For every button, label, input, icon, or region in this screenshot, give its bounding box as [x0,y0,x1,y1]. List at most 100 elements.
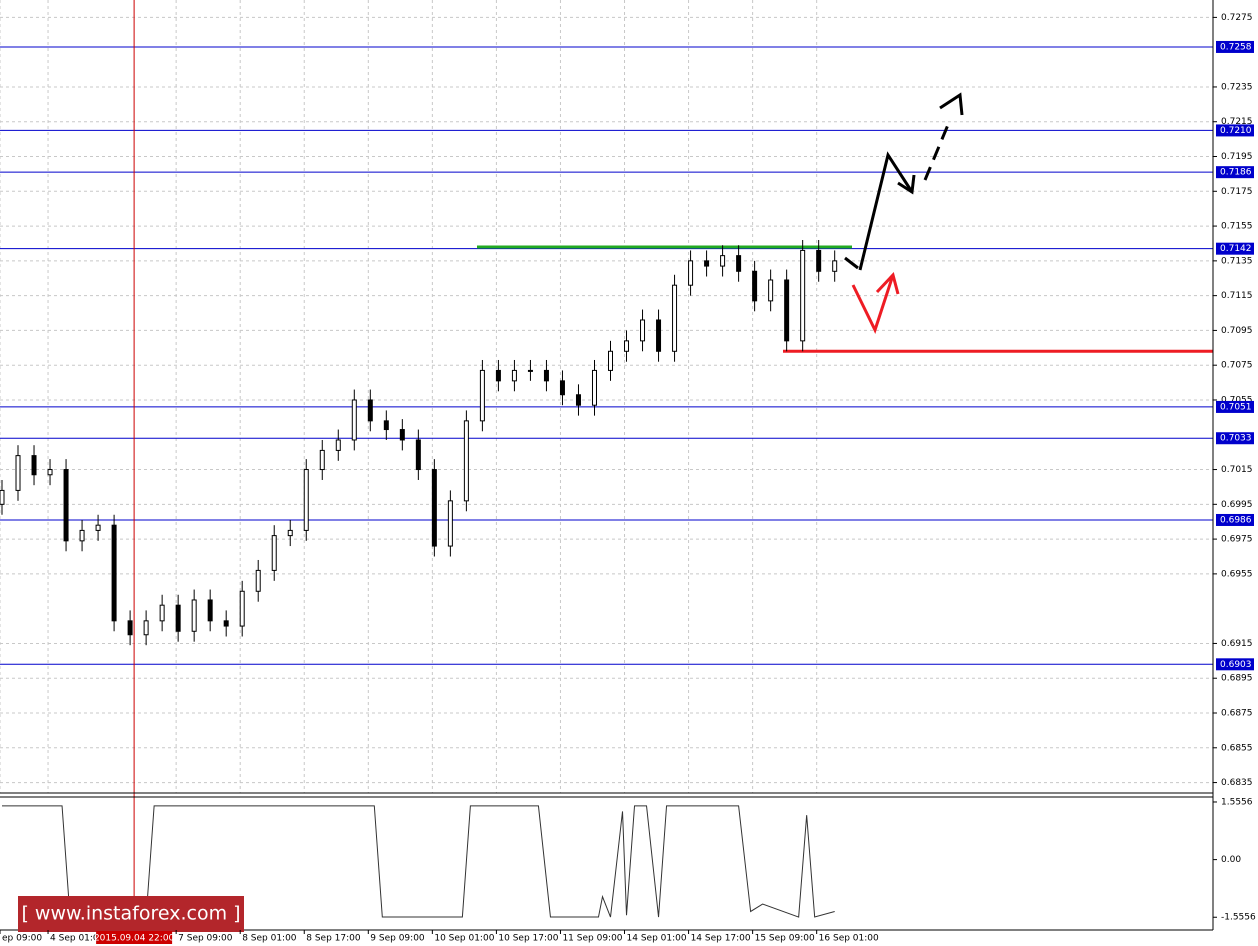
candle-body [399,429,405,441]
level-label: 0.7142 [1220,244,1252,254]
candle-body [79,529,85,542]
candle-body [143,620,149,636]
x-tick-label: 8 Sep 17:00 [306,934,361,944]
forecast-arrows [844,92,964,334]
y-tick-label: 0.7195 [1221,152,1253,162]
y-tick-label: 0.7155 [1221,222,1253,232]
candle-body [287,529,293,537]
candle-body [63,469,69,542]
y-tick-label: 0.6835 [1221,778,1253,788]
arrow-red [851,274,895,334]
x-tick-label: 8 Sep 01:00 [242,934,297,944]
candle-body [303,469,309,531]
y-tick-label: 0.6855 [1221,743,1253,753]
candle-body [351,399,357,441]
candle-body [335,439,341,451]
candle-body [0,489,5,505]
candle-body [479,369,485,422]
y-tick-label: 0.6875 [1221,709,1253,719]
candle-body [127,620,133,636]
y-tick-label: 0.00 [1221,855,1241,865]
candle-body [463,420,469,502]
candle-body [15,455,21,491]
candle-body [768,279,774,302]
candle-body [784,279,790,342]
y-tick-label: 0.7275 [1221,13,1253,23]
candle-body [816,249,822,272]
candle-body [207,599,213,622]
x-tick-label: 4 Sep 01:00 [50,934,105,944]
candle-body [624,340,630,352]
y-tick-label: 0.7095 [1221,326,1253,336]
x-tick-label: 10 Sep 17:00 [498,934,558,944]
candle-body [800,249,806,342]
candle-body [575,394,581,406]
level-label: 0.7033 [1220,434,1252,444]
candle-body [527,369,533,372]
candle-body [191,599,197,632]
candle-body [175,604,181,632]
candle-body [704,260,710,267]
x-tick-label: 11 Sep 09:00 [562,934,622,944]
arrow-black [858,151,914,271]
y-tick-label: 0.7215 [1221,117,1253,127]
y-tick-label: 0.6895 [1221,674,1253,684]
plot-area [0,0,1213,930]
watermark-text: [ www.instaforex.com ] [21,903,240,925]
x-tick-label: 9 Sep 09:00 [370,934,425,944]
y-tick-label: 1.5556 [1221,797,1253,807]
x-tick-label: 7 Sep 09:00 [178,934,233,944]
level-label-box [1216,40,1254,53]
x-tick-label: 14 Sep 17:00 [691,934,751,944]
candle-body [415,439,421,471]
candle-body [656,319,662,352]
candle-body [383,420,389,431]
candle-body [640,319,646,342]
level-label: 0.7258 [1220,42,1252,52]
arrow-black [844,256,859,270]
candle-body [591,369,597,406]
level-label: 0.7186 [1220,168,1252,178]
candle-body [319,449,325,471]
candle-body [752,270,758,302]
candle-body [511,369,517,382]
y-tick-label: 0.7175 [1221,187,1253,197]
candle-body [31,455,37,476]
arrowhead [897,174,916,195]
level-label-box [1216,513,1254,526]
level-label-box [1216,432,1254,445]
y-tick-label: 0.7115 [1221,291,1253,301]
y-tick-label: -1.5556 [1221,913,1256,923]
candle-body [431,469,437,547]
level-label: 0.6903 [1220,660,1252,670]
x-tick-label: 15 Sep 09:00 [755,934,815,944]
y-tick-label: 0.7135 [1221,256,1253,266]
candle-body [720,255,726,267]
watermark-box [18,896,244,932]
y-tick-label: 0.6955 [1221,569,1253,579]
candle-body [255,569,261,592]
level-label-box [1216,242,1254,255]
x-tick-label: 16 Sep 01:00 [819,934,879,944]
y-tick-label: 0.7075 [1221,361,1253,371]
x-tick-label: 10 Sep 01:00 [434,934,494,944]
y-tick-label: 0.7055 [1221,395,1253,405]
candle-body [495,369,501,382]
candle-body [447,500,453,547]
x-tick-label: 14 Sep 01:00 [627,934,687,944]
candle-body [608,350,614,371]
level-label: 0.6986 [1220,515,1252,525]
level-label: 0.7210 [1220,126,1252,136]
watermark: [ www.instaforex.com ] [18,896,244,932]
level-label-box [1216,400,1254,413]
candle-body [543,369,549,382]
candle-body [367,399,373,422]
y-tick-label: 0.6915 [1221,639,1253,649]
time-marker-label: 2015.09.04 22:00 [94,934,175,944]
candle-body [111,524,117,622]
candle-body [95,524,101,531]
y-tick-label: 0.7235 [1221,82,1253,92]
y-tick-label: 0.6975 [1221,535,1253,545]
candle-body [688,260,694,286]
